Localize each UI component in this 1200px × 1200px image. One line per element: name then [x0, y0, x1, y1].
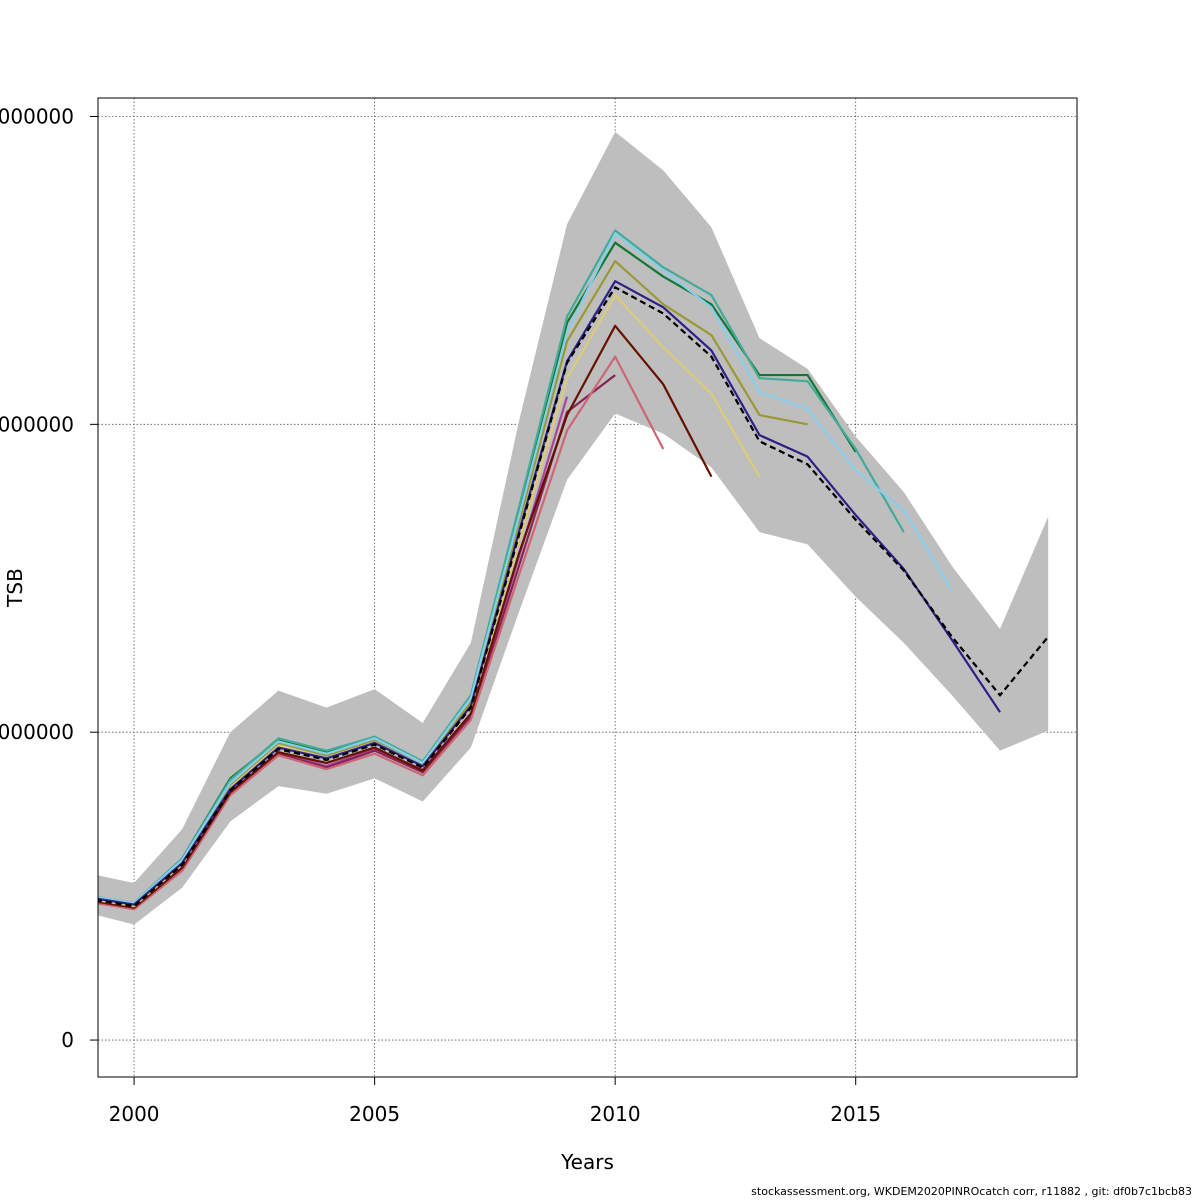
footer-credit: stockassessment.org, WKDEM2020PINROcatch… [751, 1185, 1192, 1198]
x-tick-label: 2010 [590, 1102, 641, 1126]
x-axis-label: Years [560, 1150, 614, 1174]
series-line [98, 324, 713, 909]
y-tick-label: 3000000 [0, 104, 74, 128]
y-axis-label: TSB [3, 568, 27, 608]
series-line [98, 229, 905, 905]
x-tick-label: 2015 [830, 1102, 881, 1126]
y-tick-label: 1000000 [0, 720, 74, 744]
x-axis: 2000 2005 2010 2015 [109, 1077, 881, 1126]
x-tick-label: 2000 [109, 1102, 160, 1126]
confidence-band-area [98, 131, 1049, 925]
y-axis: 0 1000000 2000000 3000000 [0, 104, 98, 1052]
series-lines [98, 229, 1049, 911]
confidence-band [98, 131, 1049, 925]
y-tick-label: 0 [61, 1028, 74, 1052]
series-line [98, 232, 953, 905]
x-tick-label: 2005 [349, 1102, 400, 1126]
plot-frame [97, 97, 1078, 1078]
series-line [98, 355, 665, 911]
y-tick-label: 2000000 [0, 412, 74, 436]
reference-series-line [98, 286, 1049, 908]
